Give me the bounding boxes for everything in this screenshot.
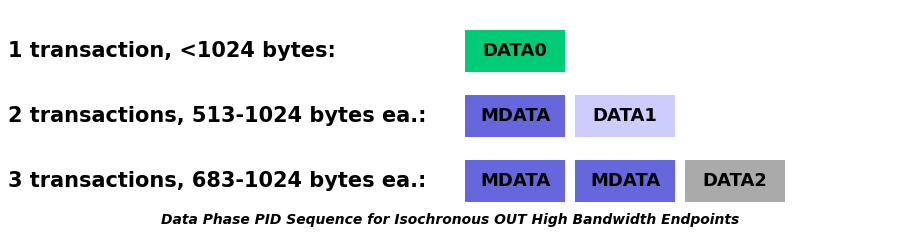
FancyBboxPatch shape xyxy=(465,30,565,72)
Text: Data Phase PID Sequence for Isochronous OUT High Bandwidth Endpoints: Data Phase PID Sequence for Isochronous … xyxy=(161,213,740,227)
FancyBboxPatch shape xyxy=(465,160,565,202)
Text: DATA2: DATA2 xyxy=(703,172,768,190)
Text: MDATA: MDATA xyxy=(590,172,660,190)
FancyBboxPatch shape xyxy=(685,160,785,202)
Text: 1 transaction, <1024 bytes:: 1 transaction, <1024 bytes: xyxy=(8,41,336,61)
Text: DATA1: DATA1 xyxy=(593,107,658,125)
Text: MDATA: MDATA xyxy=(480,172,551,190)
FancyBboxPatch shape xyxy=(575,95,675,137)
Text: DATA0: DATA0 xyxy=(483,42,548,60)
FancyBboxPatch shape xyxy=(465,95,565,137)
Text: 3 transactions, 683-1024 bytes ea.:: 3 transactions, 683-1024 bytes ea.: xyxy=(8,171,426,191)
FancyBboxPatch shape xyxy=(575,160,675,202)
Text: MDATA: MDATA xyxy=(480,107,551,125)
Text: 2 transactions, 513-1024 bytes ea.:: 2 transactions, 513-1024 bytes ea.: xyxy=(8,106,426,126)
